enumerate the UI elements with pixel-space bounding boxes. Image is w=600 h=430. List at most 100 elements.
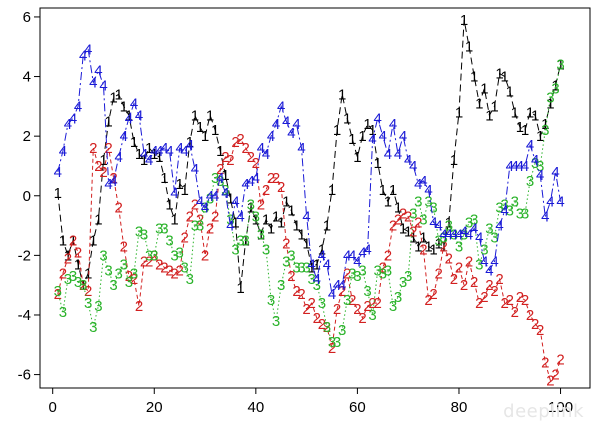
series-1-point: 1 [323,218,331,235]
series-4-point: 4 [521,158,529,175]
plot-frame [39,7,591,389]
series-3-point: 3 [424,194,432,211]
series-3-point: 3 [546,89,554,106]
series-1-point: 1 [475,95,483,112]
series-1-point: 1 [186,134,194,151]
series-2-point: 2 [480,289,488,306]
series-1-point: 1 [191,107,199,124]
series-4-point: 4 [242,176,250,193]
series-2-point: 2 [429,286,437,303]
series-2-point: 2 [353,301,361,318]
series-4-point: 4 [384,146,392,163]
series-1-point: 1 [470,69,478,86]
series-4-point: 4 [348,247,356,264]
series-4-point: 4 [181,143,189,160]
series-2-point: 2 [54,286,62,303]
series-3-point: 3 [302,259,310,276]
series-3-point: 3 [511,194,519,211]
x-tick-label: 0 [49,399,57,416]
series-1-point: 1 [374,155,382,172]
series-4-point: 4 [389,116,397,133]
series-1-point: 1 [368,122,376,139]
series-1-point: 1 [221,167,229,184]
series-4-point: 4 [196,194,204,211]
series-1-point: 1 [236,280,244,297]
series-2-point: 2 [150,247,158,264]
series-1-point: 1 [404,224,412,241]
series-2-point: 2 [414,215,422,232]
series-4-point: 4 [328,286,336,303]
series-3-point: 3 [226,212,234,229]
series-1-point: 1 [135,146,143,163]
series-line-1 [57,19,561,289]
series-2-point: 2 [277,179,285,196]
x-tick-label: 100 [548,399,573,416]
series-3-point: 3 [109,277,117,294]
series-4-point: 4 [511,158,519,175]
series-4: 4444444444444444444444444444444444444444… [54,42,565,303]
series-2-point: 2 [196,212,204,229]
series-3-point: 3 [145,247,153,264]
series-3-point: 3 [440,230,448,247]
series-2-point: 2 [450,271,458,288]
series-4-point: 4 [470,221,478,238]
x-tick-label: 20 [146,399,163,416]
series-1-point: 1 [384,194,392,211]
series-4-point: 4 [206,188,214,205]
series-1-point: 1 [501,69,509,86]
series-4-point: 4 [262,146,270,163]
series-4-point: 4 [54,164,62,181]
series-4-point: 4 [475,230,483,247]
series-2-point: 2 [536,322,544,339]
series-1-point: 1 [277,215,285,232]
series-1-point: 1 [216,143,224,160]
series-1-point: 1 [363,116,371,133]
series-2-point: 2 [318,316,326,333]
series-4-point: 4 [368,131,376,148]
series-4-point: 4 [323,256,331,273]
series-1-point: 1 [84,265,92,282]
series-2-point: 2 [470,274,478,291]
series-1: 1111111111111111111111111111111111111111… [54,12,565,297]
series-4-point: 4 [424,182,432,199]
series-3-point: 3 [150,247,158,264]
series-4-point: 4 [176,140,184,157]
plot-area [39,7,591,389]
series-4-point: 4 [531,152,539,169]
series-1-point: 1 [211,122,219,139]
series-4-point: 4 [394,146,402,163]
series-2-point: 2 [308,295,316,312]
series-1-point: 1 [526,104,534,121]
series-2-point: 2 [384,247,392,264]
series-4-point: 4 [277,98,285,115]
series-3-point: 3 [94,298,102,315]
series-2-point: 2 [424,292,432,309]
series-4-point: 4 [145,152,153,169]
series-4-point: 4 [440,227,448,244]
series-2-point: 2 [242,140,250,157]
series-3-point: 3 [287,247,295,264]
y-tick-label: 0 [23,188,31,205]
series-4-point: 4 [186,137,194,154]
series-3-point: 3 [353,268,361,285]
series-2-point: 2 [79,277,87,294]
series-2-point: 2 [145,253,153,270]
series-2-point: 2 [186,209,194,226]
series-3-point: 3 [262,241,270,258]
series-3-point: 3 [531,155,539,172]
series-3-point: 3 [221,182,229,199]
series-3-point: 3 [429,200,437,217]
series-1-point: 1 [450,152,458,169]
series-1-point: 1 [546,95,554,112]
series-2-point: 2 [201,247,209,264]
series-3-point: 3 [115,265,123,282]
series-4-point: 4 [379,128,387,145]
series-2-point: 2 [236,131,244,148]
series-4-point: 4 [501,203,509,220]
series-4-point: 4 [282,113,290,130]
series-2-point: 2 [282,236,290,253]
series-3-point: 3 [191,218,199,235]
series-4-point: 4 [338,277,346,294]
series-2-point: 2 [262,182,270,199]
series-1-point: 1 [181,182,189,199]
